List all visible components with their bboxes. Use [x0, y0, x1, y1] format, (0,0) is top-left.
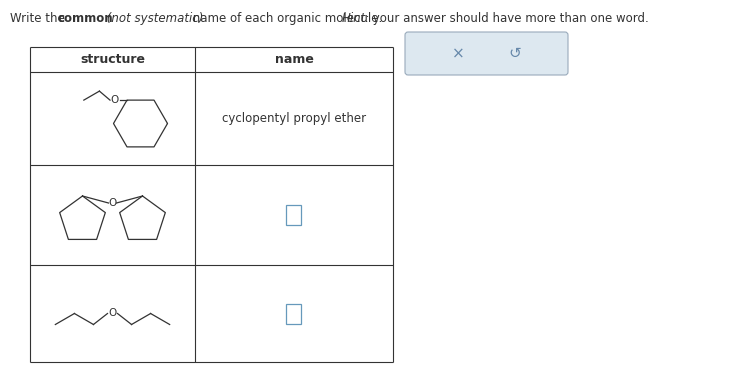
Text: ↺: ↺ [509, 46, 521, 61]
Text: O: O [108, 198, 117, 208]
Text: O: O [108, 309, 117, 319]
Text: structure: structure [80, 53, 145, 66]
Text: O: O [111, 95, 119, 105]
Bar [286, 304, 301, 323]
Text: Write the: Write the [10, 12, 69, 25]
Text: ×: × [452, 46, 465, 61]
Text: name of each organic molecule.: name of each organic molecule. [189, 12, 386, 25]
Text: (not systematic): (not systematic) [103, 12, 203, 25]
Text: name: name [275, 53, 313, 66]
Text: your answer should have more than one word.: your answer should have more than one wo… [369, 12, 649, 25]
Text: common: common [58, 12, 114, 25]
FancyBboxPatch shape [405, 32, 568, 75]
Text: Hint:: Hint: [342, 12, 370, 25]
Bar [286, 205, 301, 225]
Text: cyclopentyl propyl ether: cyclopentyl propyl ether [222, 112, 366, 125]
